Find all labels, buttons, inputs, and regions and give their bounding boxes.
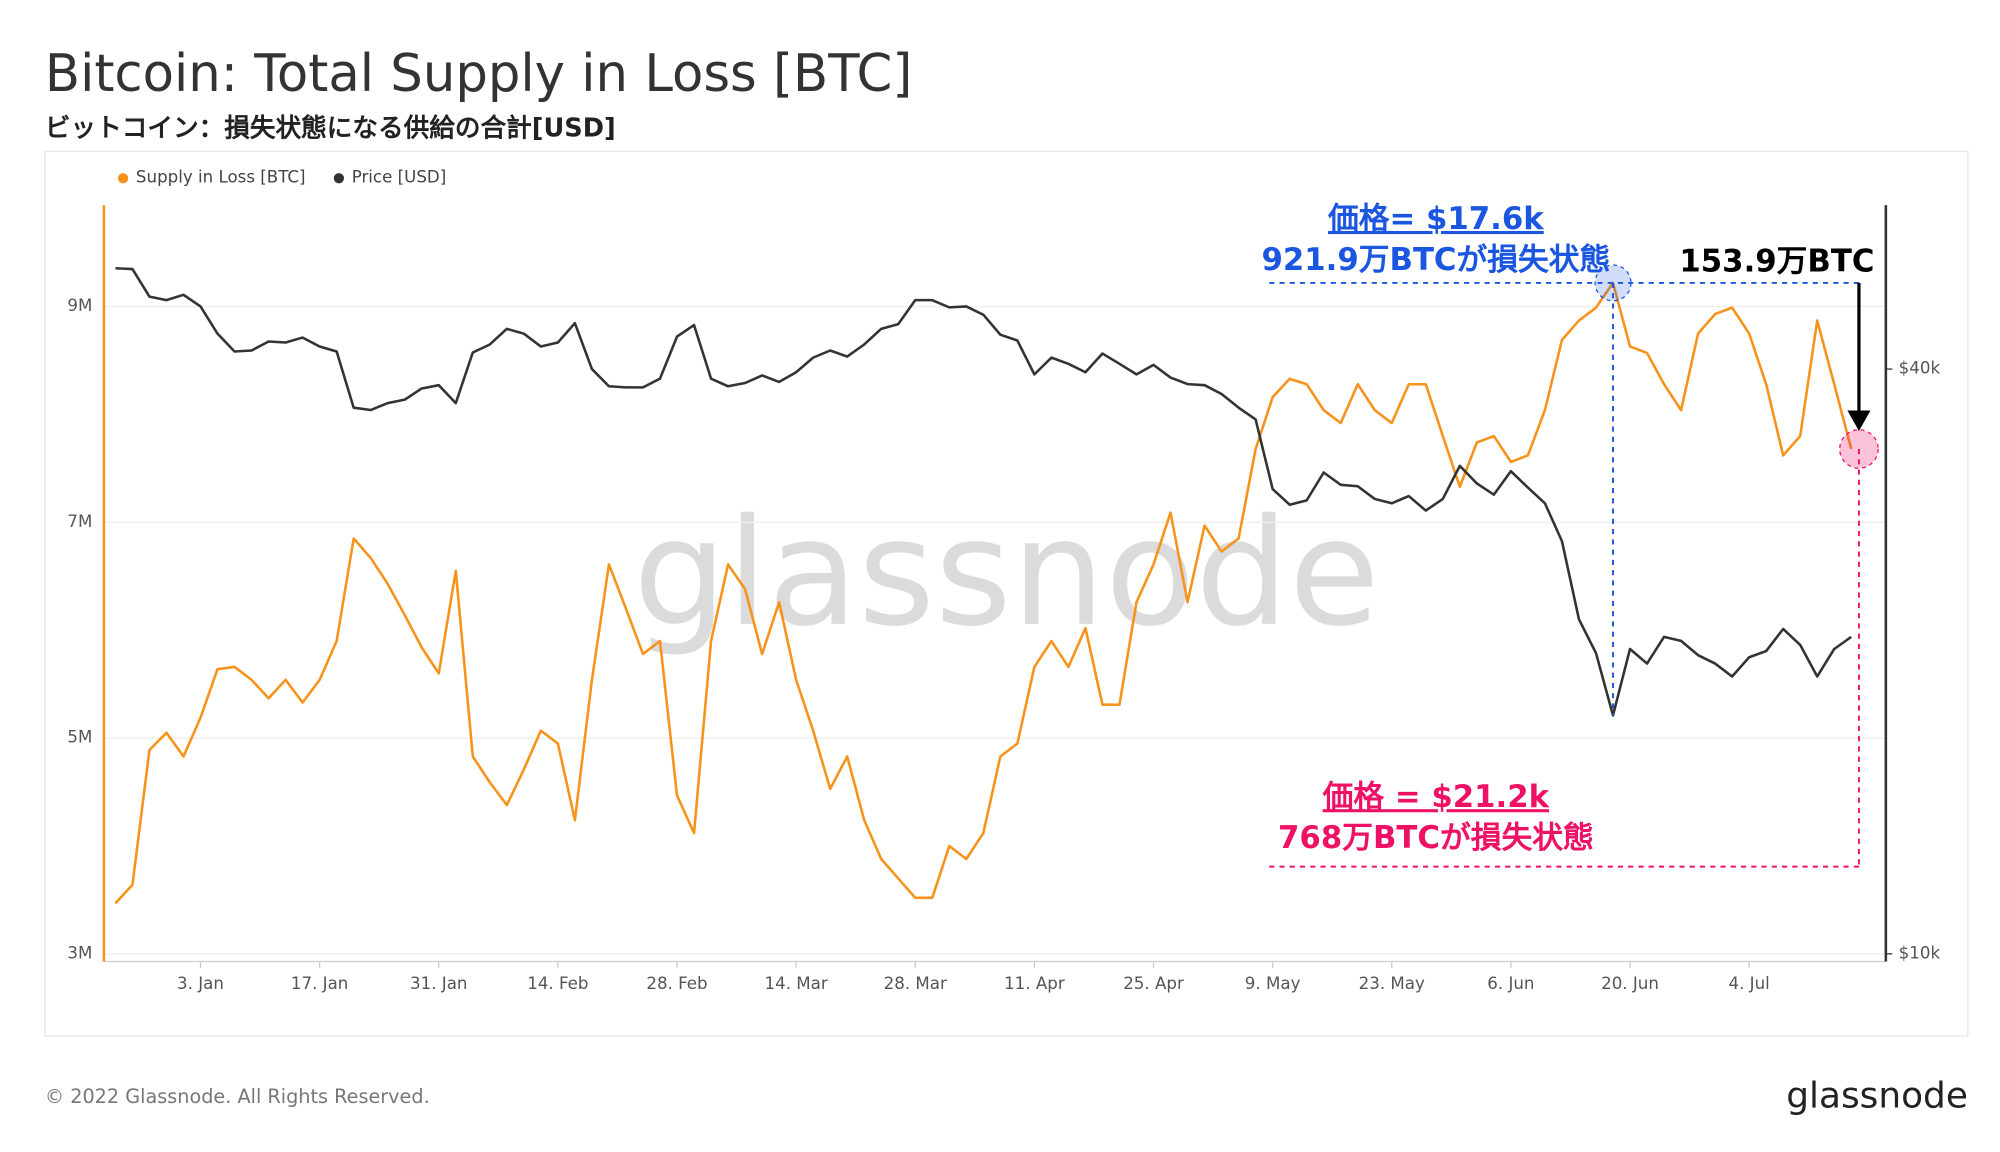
logo: glassnode — [1786, 1075, 1968, 1116]
x-tick-label: 28. Mar — [884, 974, 947, 993]
x-tick-label: 11. Apr — [1004, 974, 1065, 993]
watermark: glassnode — [633, 487, 1379, 659]
x-tick-label: 28. Feb — [646, 974, 707, 993]
legend-label: Price [USD] — [352, 168, 447, 187]
annotation-text: 153.9万BTC — [1679, 243, 1874, 279]
series-line — [115, 266, 1852, 717]
annotation-text: 921.9万BTCが損失状態 — [1262, 242, 1611, 278]
x-tick-label: 31. Jan — [410, 974, 467, 993]
chart-subtitle: ビットコイン：損失状態になる供給の合計[USD] — [45, 112, 616, 143]
x-tick-label: 3. Jan — [177, 974, 224, 993]
footer: © 2022 Glassnode. All Rights Reserved. — [45, 1085, 430, 1108]
legend-marker — [333, 173, 345, 184]
annotation-arrowhead — [1847, 410, 1871, 432]
legend-label: Supply in Loss [BTC] — [136, 168, 306, 187]
y-tick-label: 3M — [67, 943, 92, 962]
annotation-text: 価格 = $21.2k — [1322, 779, 1551, 815]
x-tick-label: 14. Feb — [527, 974, 588, 993]
y2-tick-label: $40k — [1899, 359, 1941, 378]
x-tick-label: 9. May — [1245, 974, 1301, 993]
annotation-text: 価格= $17.6k — [1327, 201, 1545, 237]
x-tick-label: 6. Jun — [1487, 974, 1534, 993]
x-tick-label: 23. May — [1359, 974, 1425, 993]
legend-marker — [117, 173, 129, 184]
series-line — [114, 281, 1853, 905]
annotation-text: 768万BTCが損失状態 — [1278, 820, 1594, 856]
chart-title: Bitcoin: Total Supply in Loss [BTC] — [45, 44, 912, 104]
x-tick-label: 14. Mar — [765, 974, 828, 993]
x-tick-label: 17. Jan — [291, 974, 348, 993]
y-tick-label: 5M — [67, 728, 92, 747]
x-tick-label: 4. Jul — [1728, 974, 1769, 993]
x-tick-label: 20. Jun — [1601, 974, 1659, 993]
y-tick-label: 9M — [67, 296, 92, 315]
annotation-marker — [1594, 264, 1632, 302]
plot-frame — [44, 150, 1969, 1037]
y-tick-label: 7M — [67, 512, 92, 531]
annotation-marker — [1839, 429, 1879, 469]
x-tick-label: 25. Apr — [1123, 974, 1184, 993]
y2-tick-label: $10k — [1899, 943, 1941, 962]
